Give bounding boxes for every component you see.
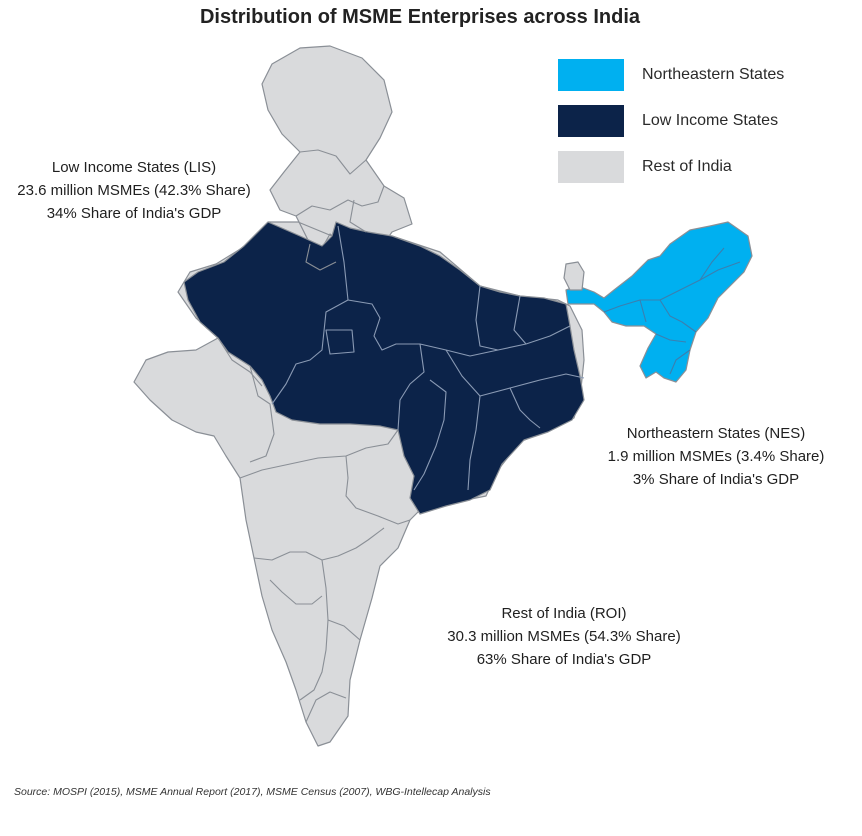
map-title: Distribution of MSME Enterprises across …	[199, 6, 641, 28]
legend: Northeastern States Low Income States Re…	[558, 52, 784, 190]
legend-label-rest-of-india: Rest of India	[642, 158, 732, 175]
annotation-roi-msmes: 30.3 million MSMEs (54.3% Share)	[447, 628, 681, 645]
region-northeastern-states	[565, 221, 753, 383]
legend-swatch-rest-of-india	[558, 151, 624, 183]
annotation-roi: Rest of India (ROI) 30.3 million MSMEs (…	[418, 602, 710, 671]
annotation-lis-gdp: 34% Share of India's GDP	[46, 205, 222, 222]
annotation-lis: Low Income States (LIS) 23.6 million MSM…	[0, 156, 268, 225]
annotation-nes: Northeastern States (NES) 1.9 million MS…	[592, 422, 840, 491]
legend-item-rest-of-india: Rest of India	[558, 144, 784, 190]
legend-swatch-low-income	[558, 105, 624, 137]
legend-swatch-northeastern	[558, 59, 624, 91]
annotation-nes-msmes: 1.9 million MSMEs (3.4% Share)	[607, 448, 825, 465]
legend-label-northeastern: Northeastern States	[642, 66, 785, 83]
annotation-roi-name: Rest of India (ROI)	[501, 605, 627, 622]
source-note: Source: MOSPI (2015), MSME Annual Report…	[14, 786, 491, 798]
legend-label-low-income: Low Income States	[642, 112, 779, 129]
annotation-nes-gdp: 3% Share of India's GDP	[632, 471, 800, 488]
legend-item-northeastern: Northeastern States	[558, 52, 784, 98]
region-sikkim	[563, 261, 585, 291]
legend-item-low-income: Low Income States	[558, 98, 784, 144]
annotation-lis-name: Low Income States (LIS)	[51, 159, 217, 176]
annotation-nes-name: Northeastern States (NES)	[626, 425, 806, 442]
annotation-roi-gdp: 63% Share of India's GDP	[476, 651, 652, 668]
annotation-lis-msmes: 23.6 million MSMEs (42.3% Share)	[17, 182, 251, 199]
region-low-income-states	[183, 221, 585, 515]
